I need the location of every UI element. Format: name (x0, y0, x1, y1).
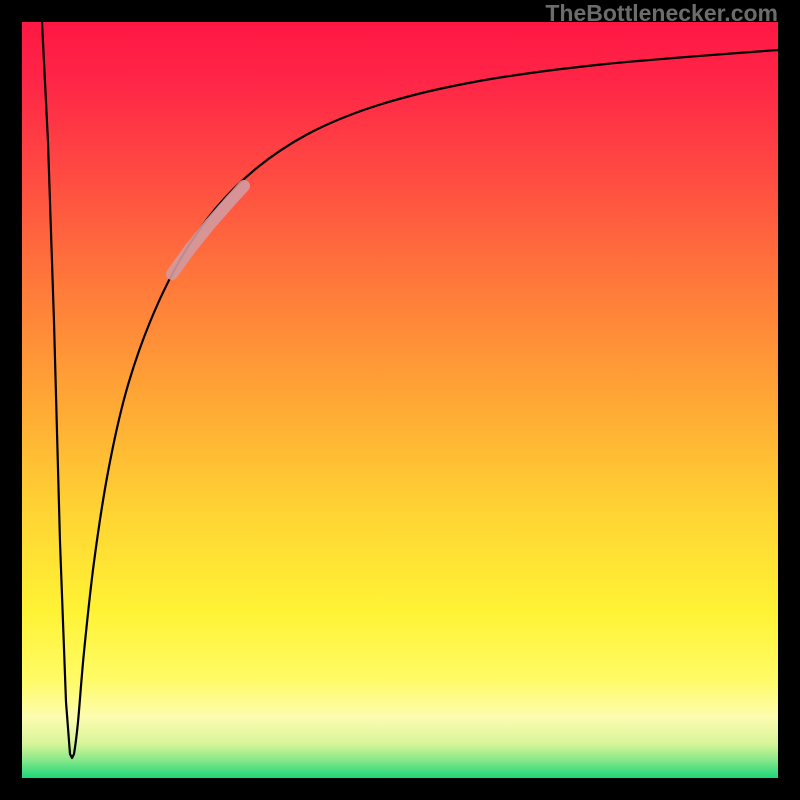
watermark-text: TheBottlenecker.com (545, 0, 778, 27)
chart-container: TheBottlenecker.com (0, 0, 800, 800)
curve-layer (22, 22, 778, 778)
plot-area (22, 22, 778, 778)
bottleneck-curve (42, 22, 778, 758)
highlight-segment (172, 186, 244, 274)
